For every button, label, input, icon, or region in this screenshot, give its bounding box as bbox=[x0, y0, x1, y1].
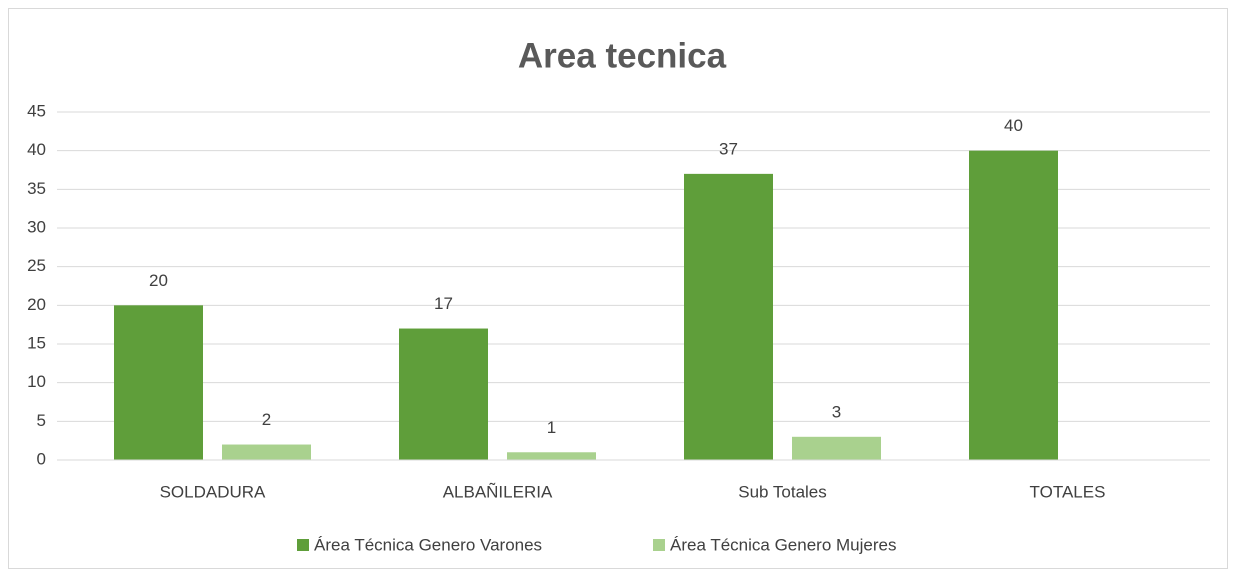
y-tick-label: 10 bbox=[27, 372, 46, 391]
data-label: 2 bbox=[262, 410, 271, 429]
y-tick-label: 0 bbox=[37, 449, 46, 468]
legend-swatch bbox=[297, 539, 309, 551]
y-tick-label: 35 bbox=[27, 179, 46, 198]
y-tick-label: 15 bbox=[27, 333, 46, 352]
chart-title: Area tecnica bbox=[518, 36, 727, 75]
data-label: 3 bbox=[832, 402, 841, 421]
x-tick-label: Sub Totales bbox=[738, 482, 827, 501]
x-tick-label: SOLDADURA bbox=[160, 482, 266, 501]
legend-label: Área Técnica Genero Mujeres bbox=[670, 535, 896, 554]
y-tick-label: 5 bbox=[37, 411, 46, 430]
y-tick-label: 40 bbox=[27, 140, 46, 159]
y-tick-label: 20 bbox=[27, 295, 46, 314]
data-label: 37 bbox=[719, 139, 738, 158]
data-label: 1 bbox=[547, 418, 556, 437]
bar bbox=[399, 328, 488, 460]
data-label: 17 bbox=[434, 294, 453, 313]
bar bbox=[114, 305, 203, 460]
data-label: 20 bbox=[149, 271, 168, 290]
bar bbox=[969, 150, 1058, 460]
bar bbox=[222, 444, 311, 460]
bar bbox=[792, 436, 881, 460]
data-label: 40 bbox=[1004, 116, 1023, 135]
legend-swatch bbox=[653, 539, 665, 551]
x-tick-label: ALBAÑILERIA bbox=[443, 482, 553, 501]
bar bbox=[684, 173, 773, 460]
y-tick-label: 30 bbox=[27, 217, 46, 236]
legend-label: Área Técnica Genero Varones bbox=[314, 535, 542, 554]
y-tick-label: 25 bbox=[27, 256, 46, 275]
bar bbox=[507, 452, 596, 460]
y-tick-label: 45 bbox=[27, 101, 46, 120]
x-tick-label: TOTALES bbox=[1030, 482, 1106, 501]
